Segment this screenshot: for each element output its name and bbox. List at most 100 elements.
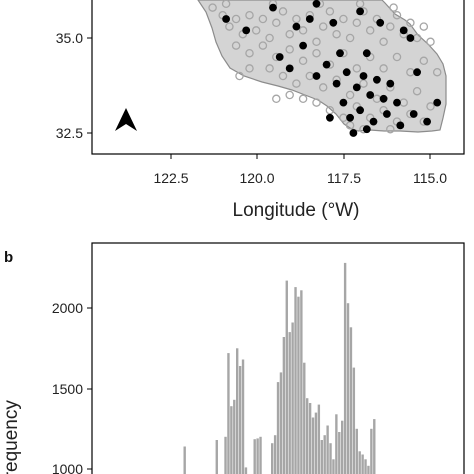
site-point-open	[386, 124, 395, 134]
histogram-bar	[300, 290, 303, 474]
histogram-bar	[238, 366, 242, 474]
site-point-filled	[329, 18, 338, 27]
histogram-bar	[335, 414, 338, 474]
histogram-bar	[285, 280, 288, 474]
site-point-filled	[376, 18, 385, 27]
site-point-open	[258, 41, 268, 50]
site-point-open	[312, 98, 321, 107]
histogram-bar	[317, 404, 321, 474]
histogram-bar	[183, 446, 186, 474]
histogram-bar	[233, 399, 236, 474]
x-tick-label: 122.5	[153, 170, 188, 186]
site-point-filled	[406, 34, 415, 42]
histogram-bar	[364, 459, 367, 474]
site-point-filled	[352, 83, 361, 92]
site-point-open	[352, 18, 362, 28]
site-point-filled	[393, 98, 401, 107]
site-point-open	[285, 90, 294, 100]
site-point-open	[278, 7, 288, 16]
site-point-filled	[339, 98, 348, 107]
histogram-bar	[338, 432, 341, 474]
site-point-filled	[346, 113, 354, 122]
panel-a: 35.0 32.5 122.5 120.0 117.5 115.0 Longit…	[56, 0, 465, 221]
site-point-open	[245, 10, 254, 20]
site-point-filled	[396, 121, 405, 130]
histogram-bar	[224, 436, 227, 474]
site-point-open	[426, 37, 435, 47]
histogram-bar	[306, 398, 309, 474]
site-point-open	[272, 18, 281, 28]
histogram-bar	[341, 420, 344, 474]
site-point-filled	[305, 15, 314, 23]
site-point-open	[325, 105, 335, 115]
histogram-bar	[358, 451, 361, 474]
site-point-open	[412, 86, 422, 96]
site-point-open	[285, 45, 294, 54]
site-point-filled	[242, 26, 251, 35]
histogram-bar	[326, 425, 329, 474]
histogram-bar	[256, 438, 259, 474]
site-point-open	[318, 22, 328, 31]
histogram-bar	[332, 459, 335, 474]
north-arrow-icon	[115, 108, 137, 131]
histogram-bar	[294, 287, 297, 474]
site-point-filled	[409, 110, 418, 118]
site-point-open	[298, 56, 308, 66]
site-point-filled	[269, 3, 277, 12]
histogram-bar	[314, 412, 318, 474]
site-point-filled	[366, 91, 375, 99]
histogram-bar	[241, 359, 245, 474]
site-point-open	[231, 41, 241, 50]
site-point-filled	[423, 117, 431, 126]
north-arrow	[115, 108, 137, 131]
site-point-open	[392, 10, 402, 20]
histogram-bar	[215, 440, 218, 474]
site-point-filled	[362, 125, 371, 134]
site-point-open	[345, 90, 355, 100]
site-point-open	[298, 26, 308, 35]
histogram-bar	[308, 403, 312, 474]
y-tick-label: 1500	[52, 381, 83, 397]
site-point-open	[312, 37, 321, 47]
site-point-filled	[275, 53, 284, 61]
site-point-filled	[322, 60, 331, 69]
site-point-filled	[413, 68, 421, 77]
y-tick-label: 2000	[52, 300, 83, 316]
site-point-filled	[356, 106, 364, 115]
histogram-bar	[346, 303, 350, 474]
site-point-filled	[285, 64, 294, 73]
histogram-bar	[279, 372, 283, 474]
histogram-bar	[352, 367, 356, 474]
histogram-bar	[323, 435, 326, 474]
site-point-filled	[433, 98, 442, 107]
histogram-bar	[370, 428, 373, 474]
histogram-bar	[297, 296, 300, 474]
histogram-bar	[355, 428, 358, 474]
site-point-filled	[336, 49, 344, 58]
site-point-filled	[383, 110, 391, 118]
site-point-open	[432, 67, 442, 77]
histogram-bar	[282, 337, 286, 474]
site-point-open	[339, 14, 348, 24]
histogram-bar	[373, 419, 376, 474]
site-point-open	[231, 14, 241, 24]
histogram-bar	[320, 440, 323, 474]
site-point-filled	[222, 15, 231, 23]
site-point-open	[235, 71, 244, 81]
site-point-open	[225, 22, 234, 31]
panel-a-frame	[91, 0, 465, 155]
histogram-bar	[273, 435, 277, 474]
histogram-bar	[271, 443, 274, 474]
site-point-open	[419, 22, 429, 31]
site-point-open	[251, 26, 261, 35]
site-point-open	[292, 79, 301, 88]
y-tick-label: 35.0	[56, 30, 83, 46]
site-point-open	[355, 0, 365, 9]
x-tick-label: 117.5	[327, 170, 361, 186]
site-point-open	[389, 3, 398, 12]
site-point-open	[345, 121, 355, 130]
site-point-open	[272, 94, 281, 104]
histogram-bar	[349, 327, 353, 474]
histogram-bar	[276, 382, 280, 474]
x-axis-title: Longitude (°W)	[233, 200, 360, 221]
